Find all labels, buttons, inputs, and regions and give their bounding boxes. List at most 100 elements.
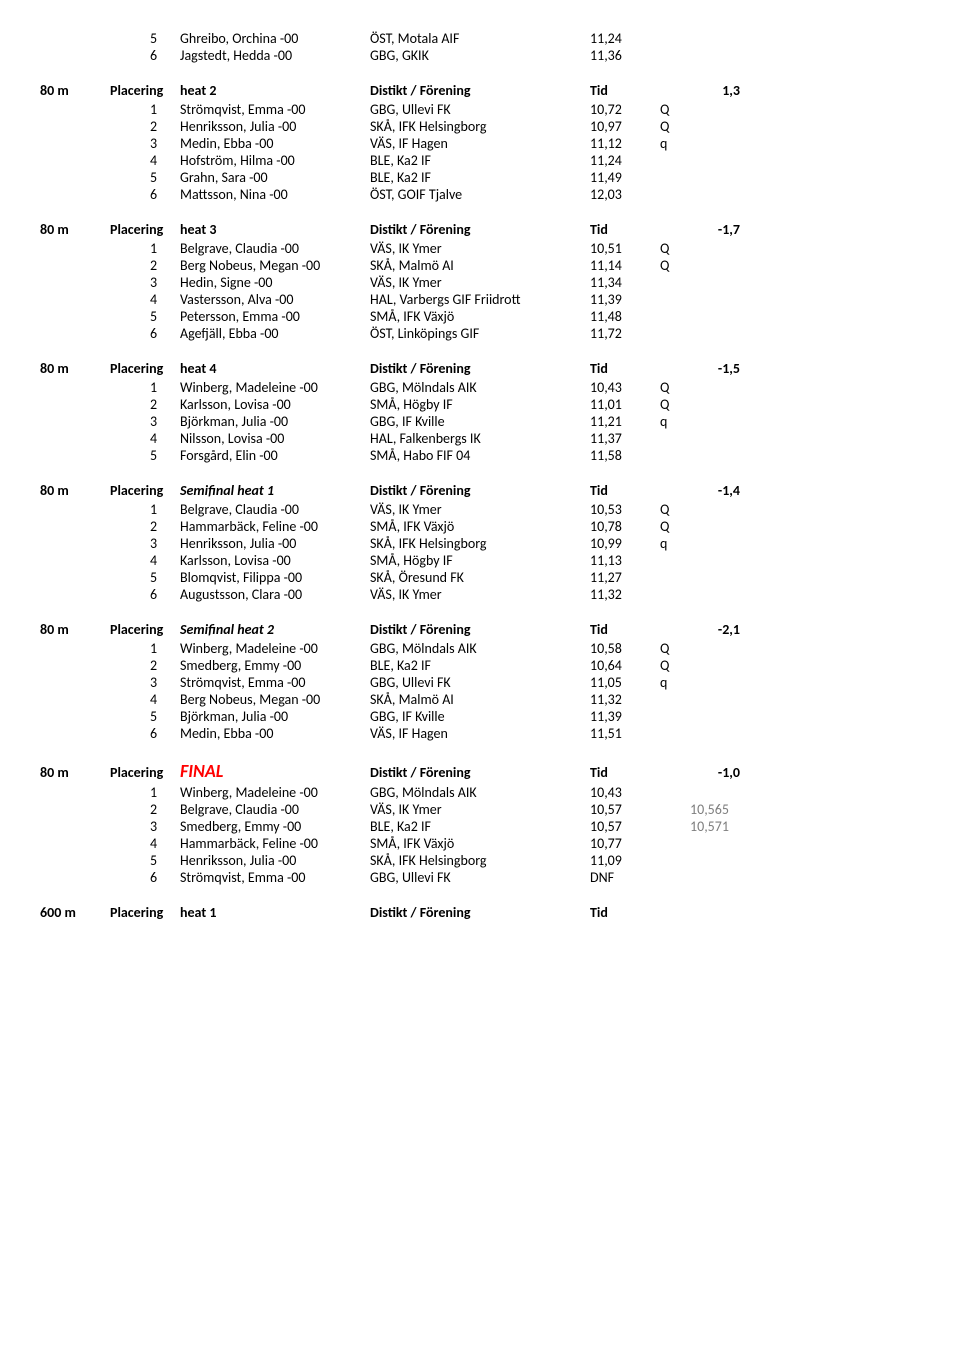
athlete-name: Winberg, Madeleine -00: [180, 784, 370, 801]
event-name: 80 m: [40, 221, 110, 238]
club: VÄS, IF Hagen: [370, 725, 590, 742]
heat-label: FINAL: [180, 760, 370, 782]
qualifier: q: [660, 535, 690, 552]
club: BLE, Ka2 IF: [370, 152, 590, 169]
rank: 4: [150, 552, 180, 569]
club: SKÅ, Öresund FK: [370, 569, 590, 586]
qualifier: Q: [660, 640, 690, 657]
heat-label: heat 3: [180, 221, 370, 238]
event-name: 80 m: [40, 764, 110, 781]
time: 10,53: [590, 501, 660, 518]
rank: 6: [150, 586, 180, 603]
athlete-name: Karlsson, Lovisa -00: [180, 396, 370, 413]
athlete-name: Hammarbäck, Feline -00: [180, 835, 370, 852]
club: VÄS, IK Ymer: [370, 274, 590, 291]
athlete-name: Strömqvist, Emma -00: [180, 674, 370, 691]
time: 10,78: [590, 518, 660, 535]
extra-time: 10,565: [690, 801, 750, 818]
time: 11,39: [590, 291, 660, 308]
rank: 4: [150, 291, 180, 308]
rank: 5: [150, 30, 180, 47]
time: 12,03: [590, 186, 660, 203]
time: 10,97: [590, 118, 660, 135]
tid-label: Tid: [590, 82, 660, 99]
section-header: 80 mPlaceringheat 2Distikt / FöreningTid…: [40, 82, 920, 99]
wind: -1,4: [690, 482, 740, 499]
athlete-name: Belgrave, Claudia -00: [180, 240, 370, 257]
placering-label: Placering: [110, 764, 180, 781]
club: GBG, IF Kville: [370, 413, 590, 430]
event-name: 80 m: [40, 482, 110, 499]
time: 11,27: [590, 569, 660, 586]
distikt-label: Distikt / Förening: [370, 360, 590, 377]
placering-label: Placering: [110, 360, 180, 377]
time: 11,34: [590, 274, 660, 291]
section-header: 80 mPlaceringFINALDistikt / FöreningTid-…: [40, 760, 920, 782]
club: SKÅ, IFK Helsingborg: [370, 852, 590, 869]
athlete-name: Hammarbäck, Feline -00: [180, 518, 370, 535]
club: SMÅ, Högby IF: [370, 552, 590, 569]
rank: 4: [150, 430, 180, 447]
club: GBG, IF Kville: [370, 708, 590, 725]
time: 10,51: [590, 240, 660, 257]
qualifier: Q: [660, 101, 690, 118]
qualifier: Q: [660, 396, 690, 413]
rank: 1: [150, 379, 180, 396]
time: 10,43: [590, 379, 660, 396]
time: 11,05: [590, 674, 660, 691]
club: VÄS, IK Ymer: [370, 501, 590, 518]
wind: -2,1: [690, 621, 740, 638]
club: SMÅ, IFK Växjö: [370, 835, 590, 852]
athlete-name: Mattsson, Nina -00: [180, 186, 370, 203]
qualifier: Q: [660, 657, 690, 674]
athlete-name: Jagstedt, Hedda -00: [180, 47, 370, 64]
time: 11,01: [590, 396, 660, 413]
club: SKÅ, Malmö AI: [370, 691, 590, 708]
time: 11,37: [590, 430, 660, 447]
rank: 3: [150, 535, 180, 552]
heat-label: heat 2: [180, 82, 370, 99]
time: 10,43: [590, 784, 660, 801]
time: 11,72: [590, 325, 660, 342]
club: GBG, Ullevi FK: [370, 674, 590, 691]
rank: 1: [150, 101, 180, 118]
placering-label: Placering: [110, 904, 180, 921]
time: 10,99: [590, 535, 660, 552]
athlete-name: Belgrave, Claudia -00: [180, 501, 370, 518]
time: 11,39: [590, 708, 660, 725]
distikt-label: Distikt / Förening: [370, 82, 590, 99]
athlete-name: Strömqvist, Emma -00: [180, 869, 370, 886]
placering-label: Placering: [110, 82, 180, 99]
club: HAL, Falkenbergs IK: [370, 430, 590, 447]
club: VÄS, IK Ymer: [370, 586, 590, 603]
athlete-name: Petersson, Emma -00: [180, 308, 370, 325]
qualifier: Q: [660, 501, 690, 518]
athlete-name: Smedberg, Emmy -00: [180, 818, 370, 835]
rank: 6: [150, 869, 180, 886]
tid-label: Tid: [590, 221, 660, 238]
rank: 5: [150, 447, 180, 464]
athlete-name: Strömqvist, Emma -00: [180, 101, 370, 118]
rank: 1: [150, 501, 180, 518]
rank: 5: [150, 308, 180, 325]
club: GBG, Ullevi FK: [370, 869, 590, 886]
club: VÄS, IK Ymer: [370, 801, 590, 818]
athlete-name: Berg Nobeus, Megan -00: [180, 257, 370, 274]
athlete-name: Blomqvist, Filippa -00: [180, 569, 370, 586]
time: 11,51: [590, 725, 660, 742]
athlete-name: Agefjäll, Ebba -00: [180, 325, 370, 342]
athlete-name: Karlsson, Lovisa -00: [180, 552, 370, 569]
club: ÖST, Motala AIF: [370, 30, 590, 47]
club: SMÅ, IFK Växjö: [370, 518, 590, 535]
club: ÖST, Linköpings GIF: [370, 325, 590, 342]
rank: 5: [150, 708, 180, 725]
distikt-label: Distikt / Förening: [370, 221, 590, 238]
athlete-name: Henriksson, Julia -00: [180, 852, 370, 869]
club: BLE, Ka2 IF: [370, 169, 590, 186]
tid-label: Tid: [590, 360, 660, 377]
time: 11,32: [590, 691, 660, 708]
tid-label: Tid: [590, 621, 660, 638]
qualifier: Q: [660, 257, 690, 274]
time: 11,13: [590, 552, 660, 569]
athlete-name: Winberg, Madeleine -00: [180, 379, 370, 396]
